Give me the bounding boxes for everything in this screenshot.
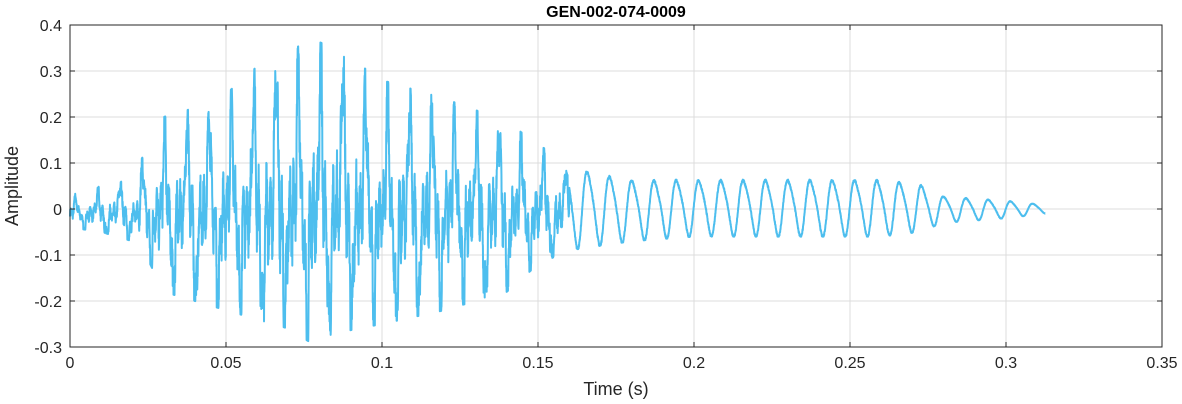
y-axis-label: Amplitude [2,146,22,226]
x-tick-label: 0.25 [834,355,865,372]
y-tick-labels: -0.3 -0.2 -0.1 0 0.1 0.2 0.3 0.4 [34,18,62,357]
x-tick-label: 0.15 [522,355,553,372]
y-tick-label: -0.1 [34,248,62,265]
y-tick-label: 0.1 [40,156,62,173]
x-tick-labels: 0 0.05 0.1 0.15 0.2 0.25 0.3 0.35 [66,355,1178,372]
x-tick-label: 0 [66,355,75,372]
y-tick-label: 0.2 [40,110,62,127]
x-axis-label: Time (s) [583,379,648,399]
x-tick-label: 0.05 [210,355,241,372]
axes-box [69,24,1163,348]
x-tick-label: 0.1 [371,355,393,372]
x-tick-label: 0.35 [1146,355,1177,372]
y-tick-label: -0.2 [34,294,62,311]
grid-lines [69,24,1163,348]
plot-area [69,41,1046,343]
x-tick-label: 0.2 [683,355,705,372]
chart-title: GEN-002-074-0009 [546,4,686,21]
x-tick-label: 0.3 [995,355,1017,372]
y-tick-label: 0.3 [40,64,62,81]
y-tick-label: 0 [53,202,62,219]
y-tick-label: 0.4 [40,18,62,35]
tick-marks [69,24,1163,348]
waveform-line [69,41,1046,343]
y-tick-label: -0.3 [34,340,62,357]
